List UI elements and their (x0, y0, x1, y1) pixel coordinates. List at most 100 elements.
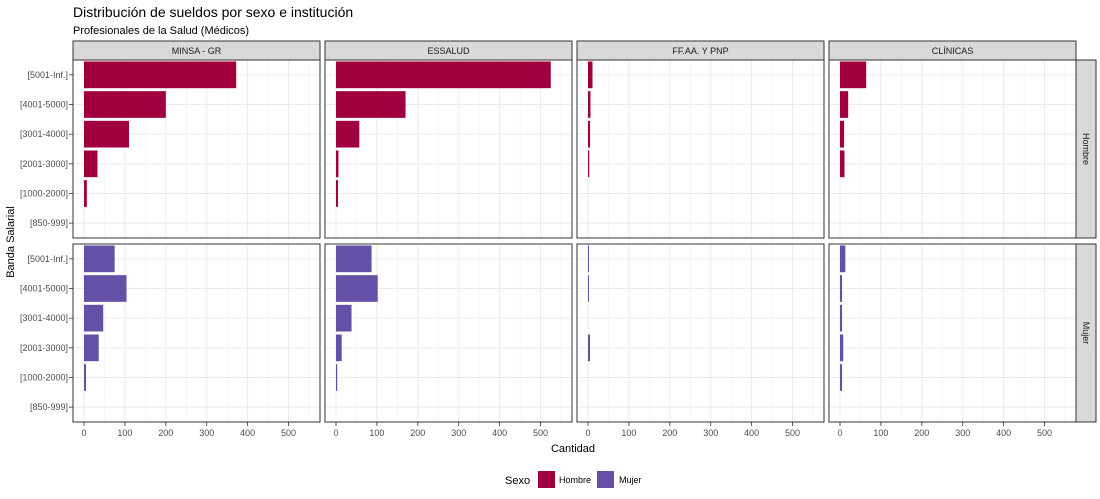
bar-mujer (840, 334, 844, 362)
panel (828, 59, 1077, 239)
x-tick-label: 400 (744, 428, 759, 438)
row-strip-label-mujer: Mujer (1081, 322, 1091, 345)
y-tick-label: [5001-Inf.] (27, 254, 68, 264)
panel-border (72, 243, 321, 423)
panel-border (324, 243, 573, 423)
y-tick-label: [850-999] (30, 402, 68, 412)
panel-border (324, 59, 573, 239)
panel-background (73, 60, 320, 238)
bar-hombre (588, 150, 590, 178)
x-tick-label: 0 (333, 428, 338, 438)
row-strip-label-hombre: Hombre (1081, 133, 1091, 165)
y-tick-label: [2001-3000] (20, 343, 68, 353)
bar-mujer (840, 275, 843, 302)
chart-title: Distribución de sueldos por sexo e insti… (73, 4, 353, 20)
y-tick-label: [850-999] (30, 218, 68, 228)
bar-mujer (336, 304, 352, 332)
panel-background (577, 60, 824, 238)
bar-mujer (840, 304, 843, 332)
x-tick-label: 300 (955, 428, 970, 438)
bar-hombre (840, 61, 867, 89)
y-tick-label: [3001-4000] (20, 313, 68, 323)
y-tick-label: [5001-Inf.] (27, 70, 68, 80)
bar-mujer (84, 245, 115, 273)
bar-mujer (336, 364, 338, 391)
legend-label-mujer: Mujer (619, 475, 642, 485)
y-axis-title: Banda Salarial (5, 206, 17, 278)
x-tick-label: 400 (240, 428, 255, 438)
panel-background (829, 60, 1076, 238)
bar-mujer (588, 275, 589, 302)
bar-hombre (84, 91, 166, 118)
panel-background (325, 60, 572, 238)
panel-background (73, 244, 320, 422)
x-tick-label: 200 (410, 428, 425, 438)
column-strip-label: FF.AA. Y PNP (672, 46, 728, 56)
panel-border (828, 243, 1077, 423)
panel-background (325, 244, 572, 422)
legend-label-hombre: Hombre (559, 475, 591, 485)
panels: Hombre [5001-Inf.] [4001-5000] [3001-4000] [… (20, 40, 1097, 438)
bar-hombre (84, 120, 129, 148)
x-tick-label: 0 (81, 428, 86, 438)
bar-mujer (840, 364, 843, 391)
x-tick-label: 400 (492, 428, 507, 438)
x-axis-title: Cantidad (551, 443, 595, 455)
bar-hombre (336, 61, 551, 89)
x-tick-label: 500 (785, 428, 800, 438)
bar-hombre (336, 91, 406, 118)
bar-hombre (588, 120, 591, 148)
x-tick-label: 500 (281, 428, 296, 438)
bar-hombre (336, 120, 360, 148)
panel (72, 59, 321, 239)
panel-background (577, 244, 824, 422)
panel (324, 243, 573, 423)
x-tick-label: 300 (703, 428, 718, 438)
bar-hombre (336, 180, 339, 207)
x-tick-label: 100 (369, 428, 384, 438)
x-tick-label: 300 (199, 428, 214, 438)
bar-mujer (84, 334, 99, 362)
x-tick-label: 300 (451, 428, 466, 438)
bar-mujer (588, 334, 591, 362)
panel (72, 243, 321, 423)
bar-mujer (336, 334, 342, 362)
y-tick-label: [1000-2000] (20, 373, 68, 383)
bar-hombre (84, 61, 237, 89)
x-tick-label: 200 (158, 428, 173, 438)
x-tick-label: 100 (621, 428, 636, 438)
y-tick-label: [4001-5000] (20, 284, 68, 294)
x-tick-label: 500 (1037, 428, 1052, 438)
panel-border (72, 59, 321, 239)
bar-hombre (84, 150, 98, 178)
bar-mujer (84, 364, 87, 391)
bar-hombre (840, 91, 849, 118)
x-tick-label: 400 (996, 428, 1011, 438)
x-tick-label: 200 (914, 428, 929, 438)
bar-mujer (588, 245, 589, 273)
panel-background (829, 244, 1076, 422)
panel (576, 243, 825, 423)
bar-mujer (840, 245, 846, 273)
bar-hombre (588, 91, 591, 118)
y-tick-label: [4001-5000] (20, 100, 68, 110)
bar-mujer (336, 245, 372, 273)
legend-key-mujer (597, 471, 614, 488)
x-tick-label: 100 (117, 428, 132, 438)
x-tick-label: 500 (533, 428, 548, 438)
y-tick-label: [3001-4000] (20, 129, 68, 139)
panel-border (828, 59, 1077, 239)
column-strip-label: ESSALUD (427, 46, 470, 56)
legend-title: Sexo (505, 475, 530, 487)
panel-border (576, 59, 825, 239)
column-strip-label: CLÍNICAS (932, 46, 974, 56)
column-strip-label: MINSA - GR (172, 46, 222, 56)
x-tick-label: 200 (662, 428, 677, 438)
bar-hombre (84, 180, 87, 207)
bar-hombre (840, 150, 845, 178)
panel (324, 59, 573, 239)
chart-subtitle: Profesionales de la Salud (Médicos) (73, 25, 249, 37)
x-tick-label: 0 (585, 428, 590, 438)
legend: Sexo Hombre Mujer (505, 471, 642, 488)
